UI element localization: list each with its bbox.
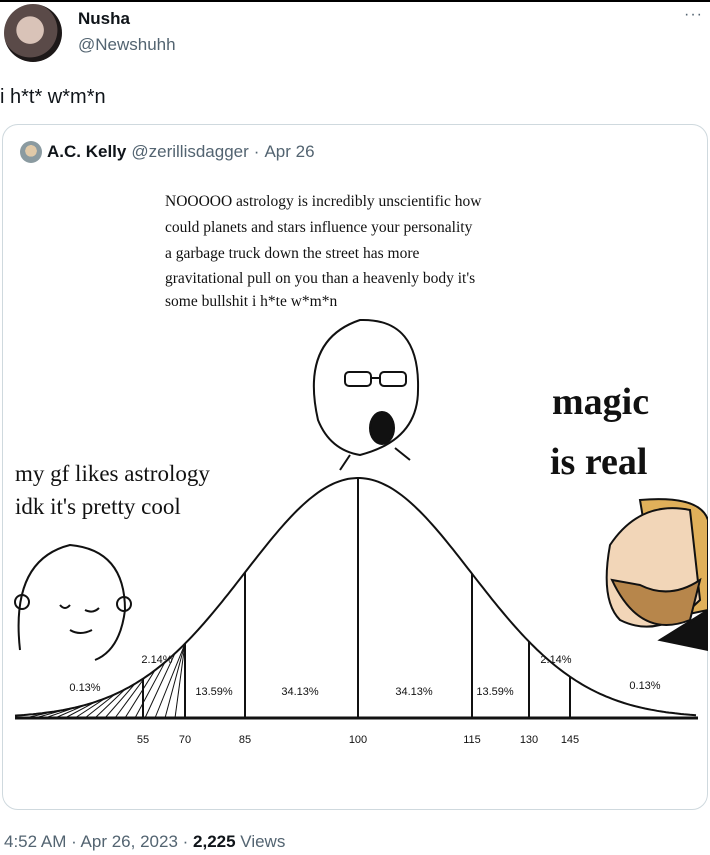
hatch-line — [114, 677, 146, 719]
percent-label: 34.13% — [395, 686, 433, 698]
separator: · — [253, 142, 260, 161]
tick-label: 130 — [520, 734, 538, 746]
quoted-tweet-header: A.C. Kelly @zerillisdagger · Apr 26 — [20, 141, 315, 163]
hatch-line — [154, 643, 186, 719]
tweet-text: i h*t* w*m*n — [0, 86, 106, 108]
timestamp[interactable]: 4:52 AM · Apr 26, 2023 · — [4, 832, 194, 851]
left-caption-line: idk it's pretty cool — [15, 494, 181, 519]
hatch-line — [124, 669, 156, 719]
hatch-line — [34, 709, 66, 719]
top-caption-line: could planets and stars influence your p… — [165, 219, 473, 236]
hatch-line — [54, 704, 86, 719]
percent-label: 0.13% — [69, 682, 100, 694]
hatch-line — [74, 698, 106, 719]
wojak-glasses-face — [312, 318, 420, 471]
author-name[interactable]: Nusha — [78, 9, 130, 28]
quoted-author-name: A.C. Kelly — [47, 142, 127, 161]
top-caption-line: a garbage truck down the street has more — [165, 245, 419, 262]
quoted-author-handle: @zerillisdagger — [131, 142, 249, 161]
quoted-date: Apr 26 — [264, 142, 315, 161]
views-label: Views — [235, 832, 286, 851]
top-caption: NOOOOO astrology is incredibly unscienti… — [165, 193, 482, 310]
meme-image[interactable]: NOOOOO astrology is incredibly unscienti… — [2, 170, 708, 806]
tick-label: 55 — [137, 734, 149, 746]
right-caption-line: magic — [552, 381, 649, 423]
hatch-line — [164, 643, 186, 719]
percent-label: 34.13% — [281, 686, 319, 698]
chad-face — [605, 498, 708, 652]
more-options-icon[interactable]: ··· — [684, 6, 703, 23]
hatch-line — [84, 693, 116, 719]
top-caption-line: gravitational pull on you than a heavenl… — [165, 270, 475, 287]
percent-label: 13.59% — [476, 686, 514, 698]
hatch-line — [64, 701, 96, 719]
tick-label: 100 — [349, 734, 367, 746]
tick-label: 85 — [239, 734, 251, 746]
tick-label: 145 — [561, 734, 579, 746]
top-caption-line: NOOOOO astrology is incredibly unscienti… — [165, 193, 482, 210]
top-caption-line: some bullshit i h*te w*m*n — [165, 293, 337, 310]
percent-label: 2.14% — [141, 654, 172, 666]
top-divider — [0, 0, 710, 2]
hatch-line — [44, 707, 76, 719]
tweet-footer: 4:52 AM · Apr 26, 2023 · 2,225 Views — [4, 832, 285, 852]
tick-label: 115 — [463, 734, 481, 746]
quoted-author-avatar — [20, 141, 42, 163]
hatch-line — [104, 683, 136, 719]
simple-face — [14, 543, 132, 661]
left-caption-line: my gf likes astrology — [15, 461, 210, 486]
percent-label: 13.59% — [195, 686, 233, 698]
percent-label: 2.14% — [540, 654, 571, 666]
author-handle[interactable]: @Newshuhh — [78, 35, 176, 54]
hatch-line — [174, 643, 186, 719]
right-caption-line: is real — [550, 441, 647, 483]
bell-curve — [14, 477, 698, 720]
hatch-line — [144, 653, 176, 719]
views-count: 2,225 — [193, 832, 236, 851]
quoted-tweet-card[interactable] — [2, 124, 708, 810]
percent-label: 0.13% — [629, 680, 660, 692]
curve-line — [14, 477, 697, 717]
hatch-line — [94, 688, 126, 719]
hatch-line — [134, 661, 166, 719]
author-avatar[interactable] — [4, 4, 62, 62]
hatch-line — [24, 710, 56, 719]
tick-label: 70 — [179, 734, 191, 746]
